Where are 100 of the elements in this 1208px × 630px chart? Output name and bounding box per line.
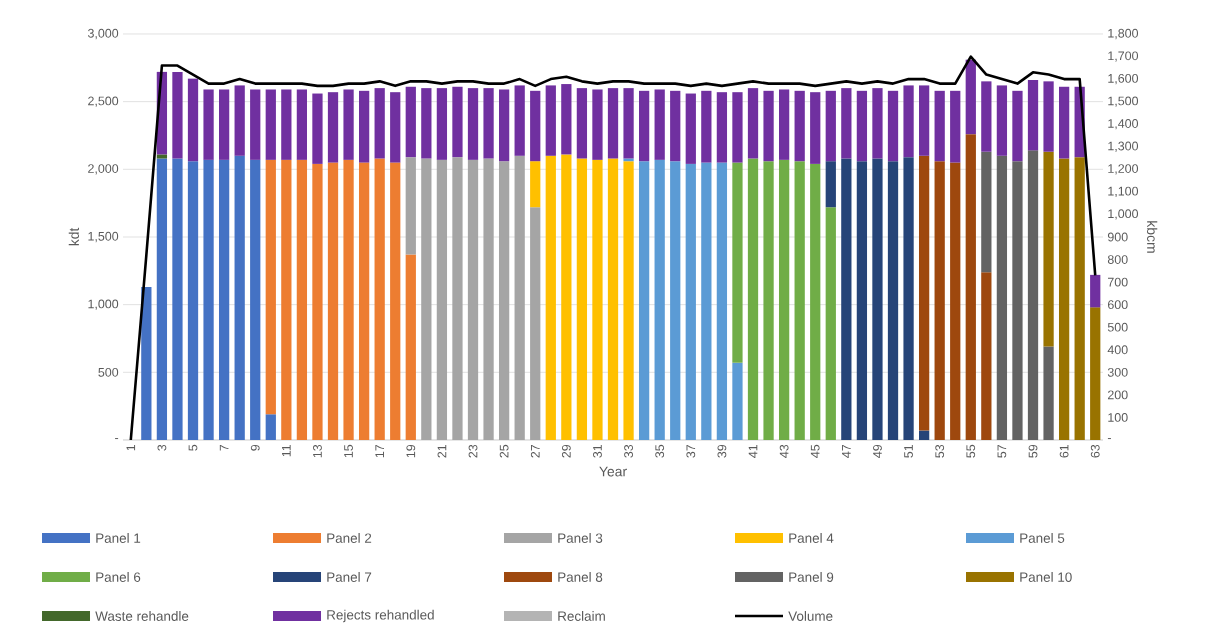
bar <box>281 89 292 160</box>
bar <box>856 90 868 162</box>
y2-tick-label: - <box>1107 438 1111 440</box>
x-tick-label: 33 <box>624 444 633 458</box>
y2-tick-label: 700 <box>1108 277 1128 287</box>
bar <box>623 88 634 159</box>
bar <box>825 207 836 440</box>
x-tick-label: 41 <box>748 444 758 458</box>
bar <box>203 89 214 160</box>
bar <box>685 93 696 164</box>
y-axis-title: kdt <box>68 227 79 246</box>
x-tick-label: 3 <box>157 444 167 451</box>
bar <box>981 151 992 273</box>
bar <box>778 89 790 160</box>
bar <box>856 161 868 440</box>
bar <box>934 90 945 162</box>
y2-tick-label: 300 <box>1107 367 1128 377</box>
y2-tick-label: 1,500 <box>1108 96 1139 107</box>
legend-label: Panel 10 <box>1020 572 1072 582</box>
bar <box>218 89 230 160</box>
bar <box>467 88 479 160</box>
y2-tick-label: 500 <box>1107 322 1128 332</box>
bar <box>343 89 354 160</box>
bar <box>576 88 588 159</box>
x-tick-label: 1 <box>126 444 136 451</box>
bar <box>841 88 852 159</box>
x-tick-label: 27 <box>530 444 540 458</box>
x-tick-label: 21 <box>437 444 447 458</box>
bar <box>327 92 339 163</box>
bar <box>981 81 992 152</box>
bar <box>452 86 463 158</box>
bar <box>1074 157 1085 440</box>
x-tick-label: 5 <box>188 444 198 451</box>
x-tick-label: 57 <box>997 444 1007 458</box>
bar <box>638 90 650 162</box>
x-tick-label: 55 <box>966 444 976 458</box>
bar <box>623 158 634 162</box>
x-tick-label: 63 <box>1090 444 1100 458</box>
bar <box>747 158 759 440</box>
bar <box>716 92 728 163</box>
x-tick-label: 43 <box>779 444 789 458</box>
bar <box>732 162 743 363</box>
bar <box>172 158 183 440</box>
legend-label: Panel 7 <box>327 572 372 582</box>
y2-tick-label: 1,300 <box>1108 141 1139 152</box>
x-tick-label: 7 <box>219 444 229 451</box>
bar <box>763 161 774 440</box>
legend-label: Panel 1 <box>96 533 141 543</box>
y-tick-label: 3,000 <box>87 28 119 40</box>
bar <box>1012 161 1023 440</box>
bar <box>981 272 992 440</box>
x-tick-label: 39 <box>717 444 727 458</box>
x-tick-label: 15 <box>344 444 353 458</box>
bar <box>390 162 401 440</box>
x-tick-label: 23 <box>468 444 478 458</box>
bar <box>1058 86 1070 159</box>
bar <box>592 159 603 440</box>
bar <box>950 90 961 163</box>
y-tick-label: 1,500 <box>88 231 119 243</box>
bar <box>374 88 385 159</box>
bar <box>265 89 276 160</box>
bar <box>1012 90 1023 162</box>
bar <box>965 134 976 440</box>
bar <box>141 287 152 440</box>
bar <box>405 86 416 158</box>
bar <box>327 162 339 440</box>
bar <box>592 89 603 160</box>
bar <box>561 154 572 440</box>
bar <box>296 89 308 160</box>
y2-tick-label: 200 <box>1107 390 1128 400</box>
y-tick-label: 2,000 <box>88 164 119 175</box>
bar <box>716 162 728 440</box>
legend-label: Panel 8 <box>558 572 603 582</box>
bar <box>250 89 261 160</box>
bar <box>670 161 681 440</box>
bar <box>1043 81 1054 152</box>
bar <box>950 162 961 440</box>
bar <box>374 158 385 440</box>
x-tick-label: 49 <box>873 444 882 458</box>
bar <box>623 161 634 440</box>
y-tick-label: - <box>115 438 119 440</box>
bar <box>172 71 183 159</box>
x-axis-title: Year <box>599 466 627 477</box>
bar <box>903 157 914 440</box>
bar <box>405 254 416 440</box>
bar <box>203 159 214 440</box>
y2-tick-label: 1,400 <box>1108 119 1139 130</box>
bar <box>1058 158 1070 440</box>
bar <box>358 90 370 163</box>
y2-tick-label: 800 <box>1107 255 1128 264</box>
bar <box>701 162 712 440</box>
legend-label: Volume <box>788 611 833 621</box>
bar <box>312 93 323 164</box>
bar <box>1090 307 1101 440</box>
x-tick-label: 11 <box>282 444 291 457</box>
y-tick-label: 1,000 <box>88 299 119 310</box>
x-tick-label: 13 <box>313 444 322 458</box>
bar <box>1027 80 1039 151</box>
legend-label: Waste rehandle <box>95 611 189 621</box>
legend-label: Panel 9 <box>789 572 834 582</box>
